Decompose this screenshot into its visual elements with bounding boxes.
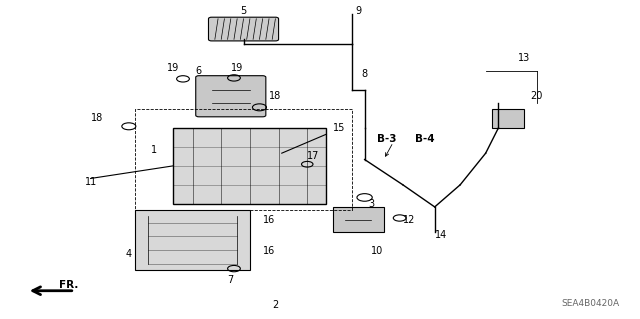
Bar bbox=[333, 207, 384, 232]
Text: 5: 5 bbox=[241, 6, 246, 16]
Text: 11: 11 bbox=[84, 177, 97, 187]
Text: 8: 8 bbox=[362, 69, 367, 79]
Text: 16: 16 bbox=[263, 246, 275, 256]
FancyBboxPatch shape bbox=[209, 17, 278, 41]
Text: 14: 14 bbox=[435, 230, 447, 241]
Text: 13: 13 bbox=[518, 53, 530, 63]
Text: SEA4B0420A: SEA4B0420A bbox=[561, 299, 620, 308]
Text: 12: 12 bbox=[403, 215, 415, 225]
Bar bbox=[135, 210, 250, 270]
Text: 6: 6 bbox=[196, 66, 202, 76]
Bar bbox=[173, 128, 326, 204]
Text: 19: 19 bbox=[231, 63, 243, 73]
Text: 16: 16 bbox=[263, 215, 275, 225]
Bar bbox=[492, 109, 524, 128]
Text: 2: 2 bbox=[272, 300, 278, 310]
Text: 17: 17 bbox=[307, 151, 320, 161]
Text: 18: 18 bbox=[269, 91, 282, 101]
Text: 1: 1 bbox=[151, 145, 157, 155]
FancyBboxPatch shape bbox=[196, 76, 266, 117]
Text: 20: 20 bbox=[531, 91, 543, 101]
Text: B-3: B-3 bbox=[377, 134, 397, 144]
Bar bbox=[135, 109, 352, 210]
Text: B-4: B-4 bbox=[415, 134, 435, 144]
Text: 7: 7 bbox=[228, 275, 234, 285]
Text: 3: 3 bbox=[368, 199, 374, 209]
Text: 4: 4 bbox=[126, 249, 132, 259]
Text: 15: 15 bbox=[333, 123, 346, 133]
Text: 18: 18 bbox=[91, 113, 103, 123]
Text: FR.: FR. bbox=[59, 280, 78, 290]
Text: 9: 9 bbox=[355, 6, 362, 16]
Text: 10: 10 bbox=[371, 246, 383, 256]
Text: 19: 19 bbox=[167, 63, 180, 73]
